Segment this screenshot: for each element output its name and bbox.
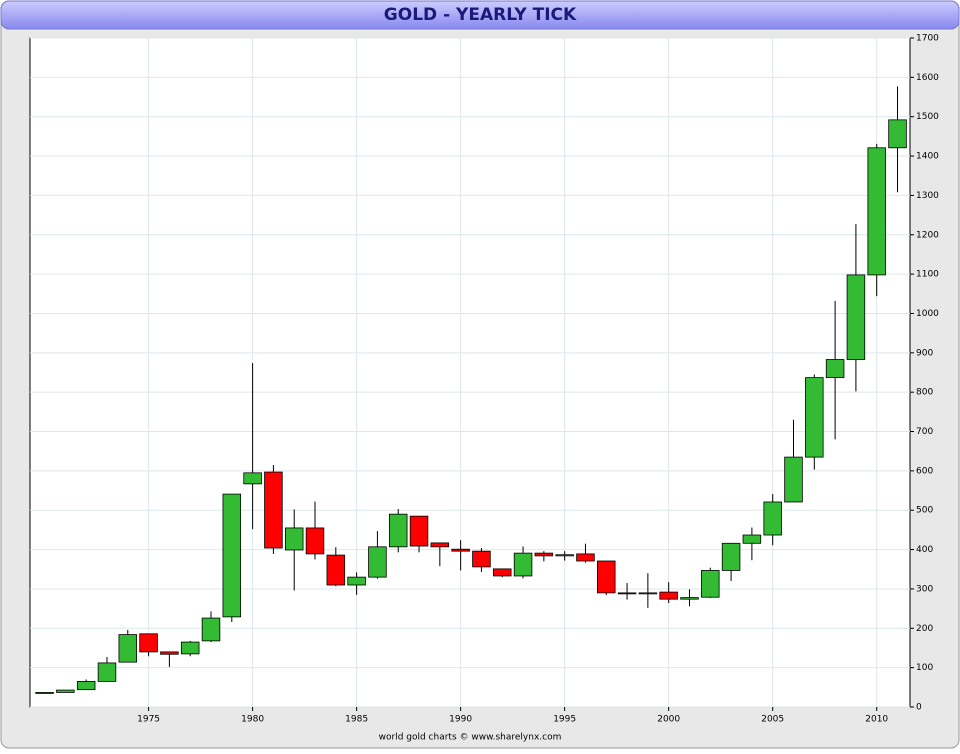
title-bar — [0, 0, 960, 30]
candle-body — [264, 471, 283, 549]
candle-body — [534, 552, 554, 557]
x-tick-label: 1990 — [449, 715, 472, 725]
candle-body — [451, 548, 470, 552]
x-tick-label: 2010 — [865, 715, 888, 725]
candle-body — [763, 501, 782, 536]
candle-body — [180, 641, 200, 655]
x-tick-label: 1980 — [241, 715, 264, 725]
chart-title: GOLD - YEARLY TICK — [384, 5, 577, 25]
y-tick-label: 400 — [916, 545, 933, 555]
candle-body — [35, 692, 54, 694]
y-tick-label: 500 — [916, 506, 933, 516]
candle-body — [118, 634, 138, 663]
candle-body — [846, 274, 866, 360]
candle-body — [513, 552, 533, 577]
candle-body — [56, 689, 75, 693]
candle-body — [659, 591, 678, 600]
candle-body — [472, 550, 491, 568]
candle-body — [305, 527, 325, 555]
candle-body — [409, 515, 429, 547]
candle-body — [742, 534, 762, 544]
candle-body — [430, 542, 450, 548]
y-tick-label: 1400 — [916, 152, 939, 162]
candle-body — [347, 576, 366, 586]
candle-body — [222, 493, 242, 618]
y-tick-label: 1100 — [916, 270, 939, 280]
x-tick-label: 2000 — [657, 715, 680, 725]
x-tick-label: 2005 — [761, 715, 784, 725]
y-tick-label: 1500 — [916, 112, 939, 122]
y-tick-label: 800 — [916, 388, 933, 398]
candle-body — [160, 651, 179, 655]
candle-body — [368, 546, 387, 578]
y-tick-label: 1200 — [916, 230, 939, 240]
candle-body — [617, 592, 637, 595]
candle-body — [597, 560, 616, 594]
candle-body — [139, 633, 158, 653]
y-tick-label: 1300 — [916, 191, 939, 201]
y-tick-label: 200 — [916, 624, 933, 634]
footer: world gold charts © www.sharelynx.com — [379, 733, 562, 743]
candle-body — [576, 553, 595, 562]
candle-body — [867, 147, 886, 276]
candle-body — [555, 554, 574, 557]
y-tick-label: 600 — [916, 466, 933, 476]
candle-body — [825, 359, 845, 379]
candle-body — [493, 568, 512, 577]
y-tick-label: 1000 — [916, 309, 939, 319]
y-tick-label: 100 — [916, 663, 933, 673]
y-tick-label: 1600 — [916, 73, 939, 83]
plot-area — [29, 37, 911, 708]
candle-body — [805, 377, 824, 458]
candle-body — [638, 592, 658, 595]
y-tick-label: 0 — [916, 703, 922, 713]
x-tick-label: 1985 — [345, 715, 368, 725]
candle-body — [243, 472, 262, 485]
candle-body — [721, 542, 741, 571]
candle-body — [888, 119, 907, 149]
candle-body — [326, 554, 346, 586]
candle-body — [680, 597, 699, 600]
candle-body — [76, 681, 96, 691]
candle-body — [201, 617, 221, 642]
y-tick-label: 700 — [916, 427, 933, 437]
candle-body — [97, 662, 117, 682]
y-tick-label: 1700 — [916, 34, 939, 44]
x-tick-label: 1995 — [553, 715, 576, 725]
y-tick-label: 300 — [916, 584, 933, 594]
candle-body — [701, 570, 720, 598]
candle-body — [284, 527, 304, 551]
candle-body — [784, 456, 803, 503]
x-tick-label: 1975 — [137, 715, 160, 725]
candle-body — [388, 513, 408, 548]
y-tick-label: 900 — [916, 348, 933, 358]
